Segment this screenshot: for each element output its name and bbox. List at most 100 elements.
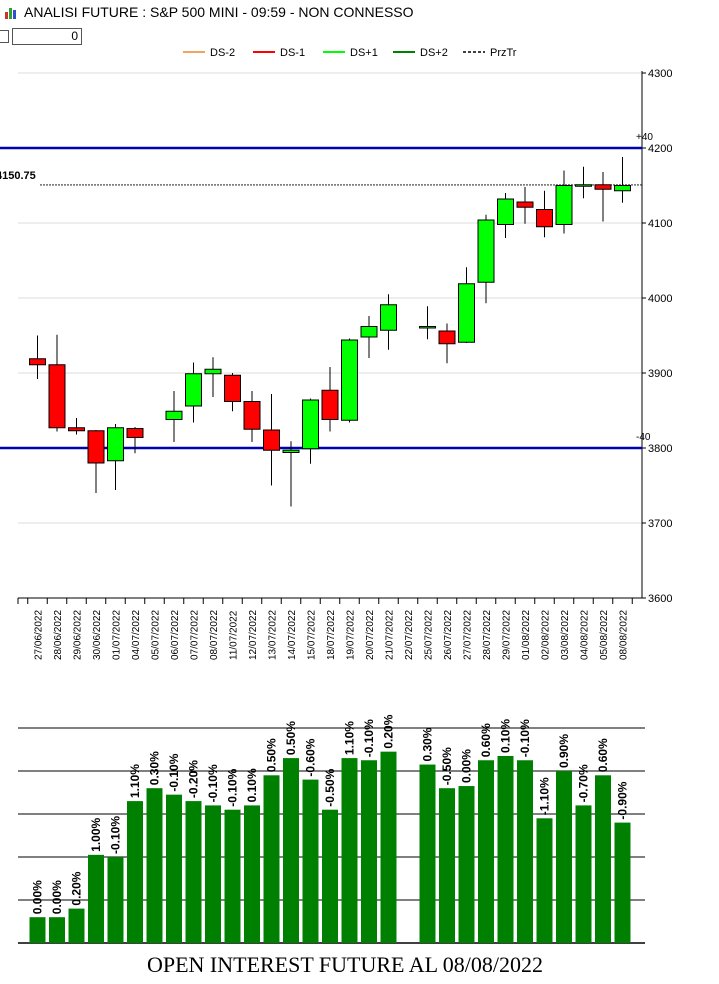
date-label: 12/07/2022 <box>248 610 259 660</box>
date-label: 27/07/2022 <box>463 610 474 660</box>
date-label: 27/06/2022 <box>34 610 45 660</box>
candle-body <box>477 219 495 283</box>
oi-bar-label: 0.30% <box>148 751 162 785</box>
date-label: 02/08/2022 <box>541 610 552 660</box>
oi-bar-label: -0.10% <box>109 816 123 854</box>
oi-bar-label: -0.20% <box>187 760 201 798</box>
oi-bar-label: 0.50% <box>265 738 279 772</box>
oi-bar-label: 0.30% <box>421 727 435 761</box>
candle-body <box>341 339 358 421</box>
candle-body <box>321 389 339 420</box>
oi-bar <box>263 775 280 943</box>
oi-bar <box>341 758 358 943</box>
candle-body <box>243 401 261 430</box>
oi-bar-label: 0.20% <box>382 714 396 748</box>
oi-bar-label: 0.10% <box>499 719 513 753</box>
toggle-checkbox[interactable] <box>0 30 9 43</box>
date-label: 04/07/2022 <box>131 610 142 660</box>
date-label: 21/07/2022 <box>385 610 396 660</box>
candle-body <box>185 373 202 407</box>
date-label: 25/07/2022 <box>424 610 435 660</box>
oi-bar <box>68 908 85 943</box>
legend-label-1: DS-1 <box>280 47 305 59</box>
date-label: 20/07/2022 <box>365 610 376 660</box>
candle-body <box>48 364 66 429</box>
date-label: 06/07/2022 <box>170 610 181 660</box>
date-label: 18/07/2022 <box>326 610 337 660</box>
candle-body <box>29 358 46 366</box>
current-price-label: 4150.75 <box>0 170 36 182</box>
candle-body <box>536 209 553 228</box>
date-label: 15/07/2022 <box>307 610 318 660</box>
oi-bar <box>166 794 182 943</box>
oi-bar <box>380 751 397 943</box>
chart-app-icon <box>5 8 16 19</box>
window-title: ANALISI FUTURE : S&P 500 MINI - 09:59 - … <box>24 4 414 20</box>
candle-body <box>438 330 456 345</box>
oi-bar-label: 0.20% <box>70 871 84 905</box>
candle-body <box>516 201 534 208</box>
oi-bar-label: 0.10% <box>245 768 259 802</box>
candle-body <box>165 410 183 420</box>
candle-body <box>126 428 144 438</box>
oi-bar-label: 0.00% <box>50 880 64 914</box>
oi-bar-label: 1.10% <box>343 721 357 755</box>
candle-body <box>204 368 222 375</box>
date-label: 08/08/2022 <box>619 610 630 660</box>
oi-bar-label: -0.10% <box>206 764 220 802</box>
y-tick-label: 3900 <box>648 368 672 380</box>
oi-bar <box>517 760 533 943</box>
oi-bar <box>302 779 319 943</box>
oi-bar <box>205 805 221 943</box>
candle-body <box>458 283 475 343</box>
oi-bar <box>536 818 553 943</box>
y-tick-label: 4100 <box>648 218 672 230</box>
date-label: 11/07/2022 <box>229 610 240 660</box>
date-label: 29/07/2022 <box>502 610 513 660</box>
legend-label-4: PrzTr <box>490 47 517 59</box>
candle-body <box>224 374 241 402</box>
y-tick-label: 3800 <box>648 443 672 455</box>
oi-bar <box>497 755 514 943</box>
value-input[interactable]: 0 <box>12 28 82 45</box>
oi-bar-label: 0.90% <box>557 734 571 768</box>
candle-body <box>614 185 631 192</box>
candle-body <box>263 429 280 451</box>
oi-bar <box>322 809 338 943</box>
date-label: 07/07/2022 <box>190 610 201 660</box>
oi-bar <box>185 801 202 943</box>
oi-bar-label: -0.10% <box>226 768 240 806</box>
date-label: 13/07/2022 <box>268 610 279 660</box>
oi-bar <box>49 917 65 943</box>
candle-body <box>302 399 319 450</box>
oi-bar <box>127 801 143 943</box>
date-label: 04/08/2022 <box>580 610 591 660</box>
y-tick-label: 3600 <box>648 593 672 605</box>
oi-bar <box>595 775 611 943</box>
y-tick-label: 4200 <box>648 143 672 155</box>
oi-bar <box>224 809 241 943</box>
oi-bar <box>361 760 377 943</box>
title-bar: ANALISI FUTURE : S&P 500 MINI - 09:59 - … <box>0 0 719 24</box>
oi-bar <box>244 805 260 943</box>
date-label: 08/07/2022 <box>209 610 220 660</box>
oi-bar <box>419 764 436 943</box>
date-label: 14/07/2022 <box>287 610 298 660</box>
oi-bar <box>575 805 592 943</box>
candle-body <box>87 430 105 464</box>
oi-bar <box>146 788 163 943</box>
date-label: 03/08/2022 <box>560 610 571 660</box>
candle-body <box>107 427 124 462</box>
date-label: 19/07/2022 <box>346 610 357 660</box>
oi-bar-label: 0.60% <box>596 738 610 772</box>
date-label: 30/06/2022 <box>92 610 103 660</box>
candle-body <box>68 427 85 432</box>
date-label: 28/06/2022 <box>53 610 64 660</box>
candle-body <box>360 326 378 338</box>
oi-bar-label: -0.10% <box>518 719 532 757</box>
date-label: 29/06/2022 <box>73 610 84 660</box>
oi-bar <box>283 758 299 943</box>
y-tick-label: 4000 <box>648 293 672 305</box>
date-label: 05/07/2022 <box>151 610 162 660</box>
oi-bar <box>439 788 455 943</box>
